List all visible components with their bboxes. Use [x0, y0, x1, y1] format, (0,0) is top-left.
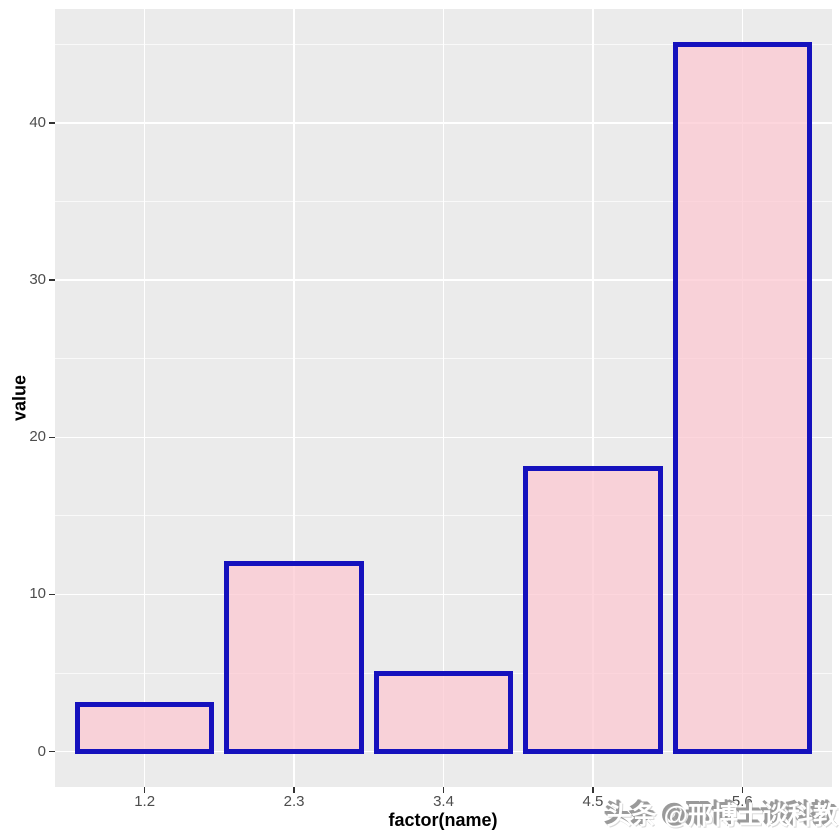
- x-tick-mark: [143, 787, 146, 793]
- gridline-horizontal-major: [55, 593, 832, 596]
- x-tick-mark: [293, 787, 295, 793]
- y-tick-label: 40: [29, 113, 46, 131]
- x-tick-mark: [741, 787, 744, 793]
- bar-4.5: [523, 466, 663, 755]
- watermark: 头条 @邢博士谈科教: [606, 802, 838, 830]
- bar-1.2: [74, 701, 215, 755]
- gridline-horizontal-major: [55, 122, 832, 124]
- x-tick-mark: [442, 787, 445, 793]
- x-tick-mark: [592, 787, 594, 793]
- y-tick-label: 10: [29, 585, 46, 603]
- bar-5.6: [672, 41, 813, 755]
- y-tick-label: 0: [37, 742, 46, 760]
- y-axis-title: value: [9, 374, 30, 422]
- gridline-horizontal-major: [55, 279, 832, 281]
- gridline-vertical-major: [293, 9, 295, 787]
- gridline-vertical-major: [143, 9, 146, 787]
- gridline-horizontal-minor: [55, 43, 832, 45]
- bar-3.4: [373, 670, 514, 755]
- gridline-horizontal-minor: [55, 201, 832, 203]
- x-tick-label: 2.3: [283, 793, 305, 810]
- gridline-vertical-major: [442, 9, 445, 787]
- plot-panel: [55, 9, 832, 787]
- gridline-vertical-major: [592, 9, 594, 787]
- gridline-horizontal-minor: [55, 515, 832, 517]
- y-tick-label: 30: [29, 271, 46, 289]
- x-axis-title: factor(name): [388, 810, 498, 830]
- gridline-horizontal-major: [55, 436, 832, 439]
- y-tick-label: 20: [29, 428, 46, 446]
- x-tick-label: 3.4: [433, 793, 454, 810]
- x-tick-label: 1.2: [134, 793, 156, 810]
- bar-2.3: [224, 560, 364, 755]
- gridline-horizontal-minor: [55, 358, 832, 360]
